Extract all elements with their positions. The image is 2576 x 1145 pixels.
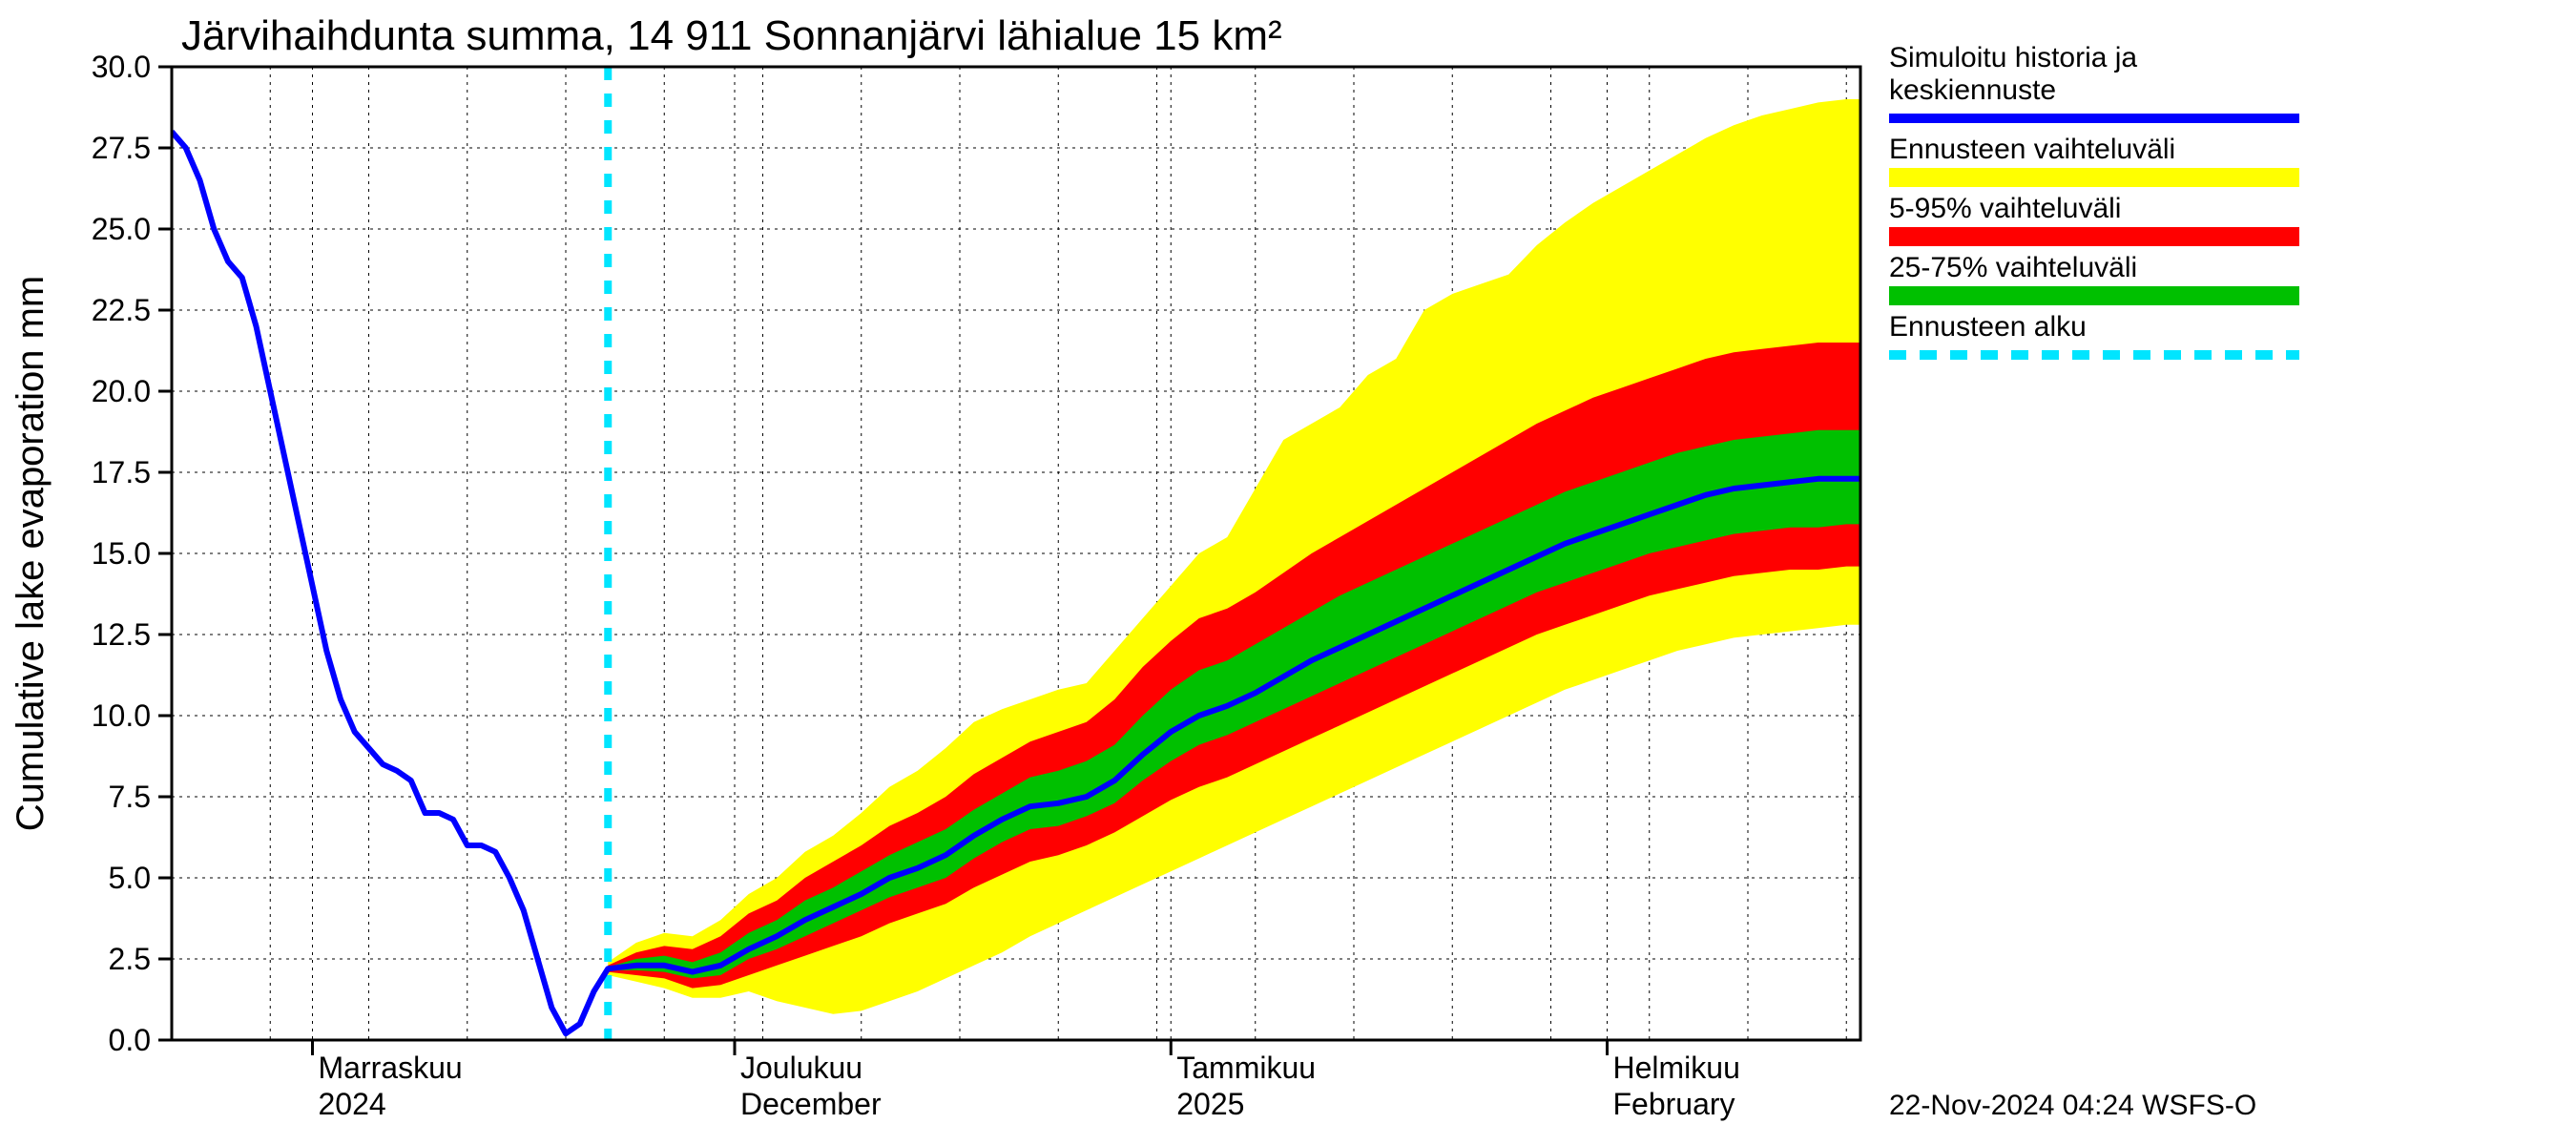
xtick-label-top: Marraskuu <box>319 1051 463 1085</box>
chart-title: Järvihaihdunta summa, 14 911 Sonnanjärvi… <box>181 12 1282 59</box>
legend-swatch-band <box>1889 286 2299 305</box>
xtick-label-bottom: 2024 <box>319 1087 386 1121</box>
ytick-label: 27.5 <box>92 131 151 165</box>
xtick-label-bottom: 2025 <box>1176 1087 1244 1121</box>
ytick-label: 7.5 <box>109 780 151 814</box>
legend-swatch-band <box>1889 227 2299 246</box>
ytick-label: 10.0 <box>92 698 151 733</box>
ytick-label: 30.0 <box>92 50 151 84</box>
legend-label: 25-75% vaihteluväli <box>1889 252 2137 283</box>
ytick-label: 17.5 <box>92 455 151 489</box>
xtick-label-top: Helmikuu <box>1613 1051 1740 1085</box>
chart-svg: 0.0 2.5 5.0 7.5 10.0 12.5 15.0 17.5 20.0 22.5 25.0… <box>0 0 2576 1145</box>
ytick-label: 2.5 <box>109 942 151 976</box>
legend-label: 5-95% vaihteluväli <box>1889 193 2121 224</box>
xtick-label-bottom: February <box>1613 1087 1735 1121</box>
ytick-label: 22.5 <box>92 293 151 327</box>
ytick-label: 5.0 <box>109 861 151 895</box>
xtick-label-top: Tammikuu <box>1176 1051 1316 1085</box>
legend-label: Ennusteen vaihteluväli <box>1889 134 2175 165</box>
ytick-label: 25.0 <box>92 212 151 246</box>
legend-swatch-band <box>1889 168 2299 187</box>
legend-label: Simuloitu historia ja <box>1889 42 2137 73</box>
legend-label: keskiennuste <box>1889 74 2056 106</box>
xtick-label-top: Joulukuu <box>740 1051 862 1085</box>
ytick-label: 0.0 <box>109 1023 151 1057</box>
chart-container: 0.0 2.5 5.0 7.5 10.0 12.5 15.0 17.5 20.0 22.5 25.0… <box>0 0 2576 1145</box>
ytick-label: 15.0 <box>92 536 151 571</box>
y-axis-label: Cumulative lake evaporation mm <box>10 276 52 831</box>
legend-label: Ennusteen alku <box>1889 311 2087 343</box>
chart-footer: 22-Nov-2024 04:24 WSFS-O <box>1889 1090 2256 1121</box>
ytick-label: 20.0 <box>92 374 151 408</box>
ytick-label: 12.5 <box>92 617 151 652</box>
xtick-label-bottom: December <box>740 1087 882 1121</box>
